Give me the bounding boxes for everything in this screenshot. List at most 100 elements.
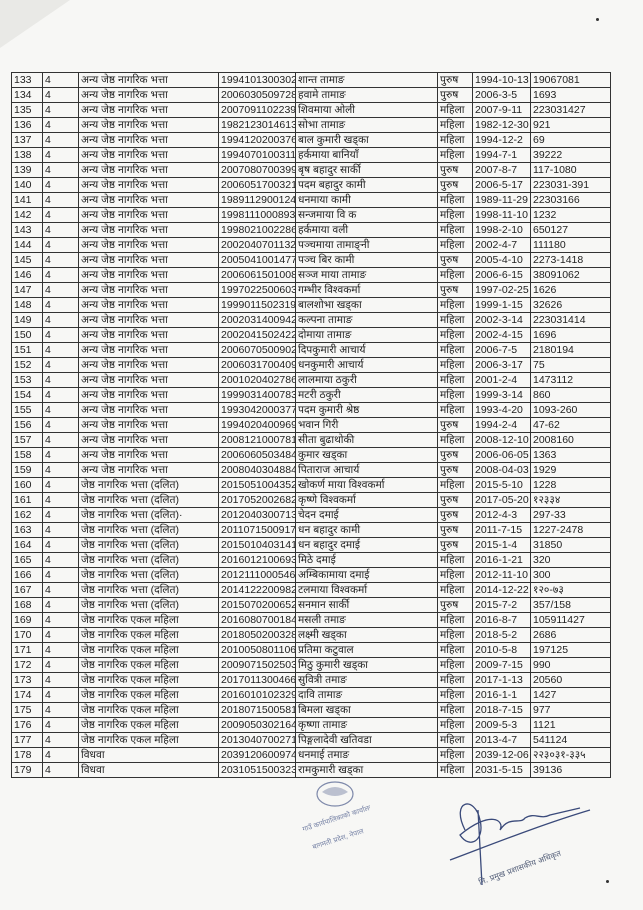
date: 2011-7-15 <box>472 522 531 538</box>
gender: पुरुष <box>437 522 473 538</box>
citizenship-number: 2686 <box>530 627 611 643</box>
date: 1989-11-29 <box>472 192 531 208</box>
serial-number: 162 <box>11 507 43 523</box>
ward-number: 4 <box>42 597 79 613</box>
allowance-type: अन्य जेष्ठ नागरिक भत्ता <box>78 132 219 148</box>
citizenship-number: 1093-260 <box>530 402 611 418</box>
gender: महिला <box>437 732 473 748</box>
gender: पुरुष <box>437 462 473 478</box>
serial-number: 137 <box>11 132 43 148</box>
citizenship-number: 69 <box>530 132 611 148</box>
serial-number: 167 <box>11 582 43 598</box>
table-row: 145 4 अन्य जेष्ठ नागरिक भत्ता 2005041001477… <box>11 252 611 268</box>
table-row: 136 4 अन्य जेष्ठ नागरिक भत्ता 1982123014613… <box>11 117 611 133</box>
allowance-type: अन्य जेष्ठ नागरिक भत्ता <box>78 342 219 358</box>
gender: महिला <box>437 612 473 628</box>
id-number: 2039120600974 <box>218 747 296 763</box>
ward-number: 4 <box>42 297 79 313</box>
allowance-type: अन्य जेष्ठ नागरिक भत्ता <box>78 447 219 463</box>
serial-number: 152 <box>11 357 43 373</box>
id-number: 2006061501008 <box>218 267 296 283</box>
allowance-type: जेष्ठ नागरिक भत्ता (दलित) <box>78 492 219 508</box>
id-number: 2001020402786 <box>218 372 296 388</box>
date: 2007-9-11 <box>472 102 531 118</box>
ward-number: 4 <box>42 657 79 673</box>
date: 1999-3-14 <box>472 387 531 403</box>
table-row: 179 4 विधवा 2031051500323 रामकुमारी खड्का महि… <box>11 762 611 778</box>
citizenship-number: 990 <box>530 657 611 673</box>
beneficiary-name: लक्ष्मी खड्का <box>295 627 438 643</box>
allowance-type: जेष्ठ नागरिक भत्ता (दलित) <box>78 522 219 538</box>
date: 2009-7-15 <box>472 657 531 673</box>
gender: पुरुष <box>437 252 473 268</box>
date: 2017-1-13 <box>472 672 531 688</box>
date: 2006-06-05 <box>472 447 531 463</box>
table-row: 147 4 अन्य जेष्ठ नागरिक भत्ता 1997022500603… <box>11 282 611 298</box>
date: 2005-4-10 <box>472 252 531 268</box>
allowance-type: विधवा <box>78 747 219 763</box>
beneficiary-name: पञ्चमाया तामाङ्नी <box>295 237 438 253</box>
citizenship-number: 320 <box>530 552 611 568</box>
id-number: 2006051700321 <box>218 177 296 193</box>
gender: महिला <box>437 432 473 448</box>
citizenship-number: 105911427 <box>530 612 611 628</box>
date: 2018-5-2 <box>472 627 531 643</box>
table-row: 160 4 जेष्ठ नागरिक भत्ता (दलित) 20150510043… <box>11 477 611 493</box>
beneficiary-name: शान्त तामाङ <box>295 72 438 88</box>
date: 1999-1-15 <box>472 297 531 313</box>
date: 2012-4-3 <box>472 507 531 523</box>
table-row: 148 4 अन्य जेष्ठ नागरिक भत्ता 1999011502319… <box>11 297 611 313</box>
allowance-type: जेष्ठ नागरिक एकल महिला <box>78 672 219 688</box>
allowance-type: अन्य जेष्ठ नागरिक भत्ता <box>78 387 219 403</box>
id-number: 2009050302164 <box>218 717 296 733</box>
serial-number: 158 <box>11 447 43 463</box>
citizenship-number: 1227-2478 <box>530 522 611 538</box>
gender: पुरुष <box>437 162 473 178</box>
beneficiary-name: बाल कुमारी खड्का <box>295 132 438 148</box>
allowance-type: अन्य जेष्ठ नागरिक भत्ता <box>78 87 219 103</box>
ward-number: 4 <box>42 357 79 373</box>
serial-number: 178 <box>11 747 43 763</box>
serial-number: 170 <box>11 627 43 643</box>
serial-number: 154 <box>11 387 43 403</box>
date: 2013-4-7 <box>472 732 531 748</box>
id-number: 2010050801106 <box>218 642 296 658</box>
gender: पुरुष <box>437 537 473 553</box>
beneficiary-name: बिमला खड्का <box>295 702 438 718</box>
id-number: 2006060503484 <box>218 447 296 463</box>
id-number: 2007080700399 <box>218 162 296 178</box>
table-row: 173 4 जेष्ठ नागरिक एकल महिला 2017011300466 स… <box>11 672 611 688</box>
date: 1994-2-4 <box>472 417 531 433</box>
gender: महिला <box>437 192 473 208</box>
citizenship-number: 39222 <box>530 147 611 163</box>
table-row: 140 4 अन्य जेष्ठ नागरिक भत्ता 2006051700321… <box>11 177 611 193</box>
citizenship-number: 1473112 <box>530 372 611 388</box>
allowance-type: अन्य जेष्ठ नागरिक भत्ता <box>78 222 219 238</box>
table-row: 177 4 जेष्ठ नागरिक एकल महिला 2013040700271 प… <box>11 732 611 748</box>
id-number: 1994070100311 <box>218 147 296 163</box>
citizenship-number: 650127 <box>530 222 611 238</box>
citizenship-number: १२०-७३ <box>530 582 611 598</box>
serial-number: 168 <box>11 597 43 613</box>
serial-number: 156 <box>11 417 43 433</box>
ward-number: 4 <box>42 237 79 253</box>
ward-number: 4 <box>42 117 79 133</box>
id-number: 2018050200328 <box>218 627 296 643</box>
ward-number: 4 <box>42 312 79 328</box>
serial-number: 159 <box>11 462 43 478</box>
table-row: 162 4 जेष्ठ नागरिक भत्ता (दलित)· 2012040300… <box>11 507 611 523</box>
id-number: 2011071500917 <box>218 522 296 538</box>
citizenship-number: 111180 <box>530 237 611 253</box>
beneficiary-name: सुवित्री तमाङ <box>295 672 438 688</box>
beneficiary-name: अम्बिकामाया दमाई <box>295 567 438 583</box>
allowance-type: जेष्ठ नागरिक एकल महिला <box>78 657 219 673</box>
serial-number: 140 <box>11 177 43 193</box>
citizenship-number: 1696 <box>530 327 611 343</box>
citizenship-number: 541124 <box>530 732 611 748</box>
gender: महिला <box>437 267 473 283</box>
id-number: 1989112900124 <box>218 192 296 208</box>
table-row: 152 4 अन्य जेष्ठ नागरिक भत्ता 2006031700409… <box>11 357 611 373</box>
allowance-type: अन्य जेष्ठ नागरिक भत्ता <box>78 417 219 433</box>
id-number: 2015070200652 <box>218 597 296 613</box>
id-number: 1993042000377 <box>218 402 296 418</box>
